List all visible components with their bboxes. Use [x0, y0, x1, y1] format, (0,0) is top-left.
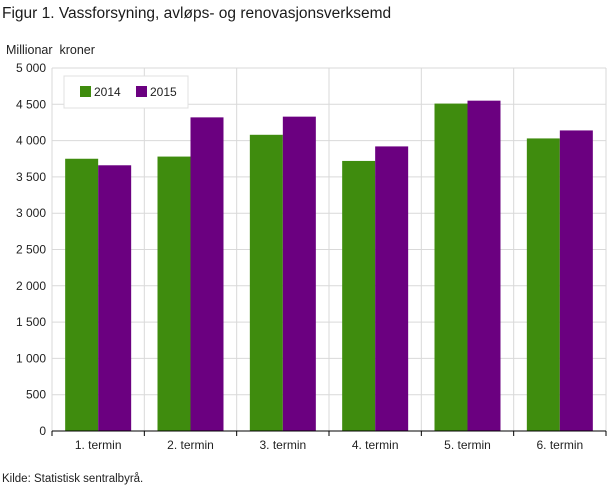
x-tick-label: 2. termin	[167, 438, 214, 452]
y-axis-unit-label: Millionar kroner	[6, 43, 95, 57]
axis-layer: 0 500 1 000 1 500 2 000 2 500 3 000 3 500 4 000 4…	[16, 61, 607, 452]
y-tick-label: 500	[26, 388, 46, 402]
legend: 2014 2015	[63, 75, 189, 109]
grid-layer	[51, 67, 607, 431]
x-tick-label: 3. termin	[259, 438, 306, 452]
bar-2015-2	[190, 117, 224, 432]
bar-2015-1	[98, 165, 132, 431]
source-note: Kilde: Statistisk sentralbyrå.	[2, 473, 144, 485]
figure-title: Figur 1. Vassforsyning, avløps- og renov…	[2, 5, 392, 22]
bar-2014-6	[526, 138, 560, 431]
bar-2015-5	[467, 100, 501, 432]
bar-2015-4	[375, 146, 409, 431]
x-tick-label: 4. termin	[352, 438, 399, 452]
legend-swatch-2014	[80, 86, 91, 97]
y-tick-label: 2 000	[16, 279, 46, 293]
y-tick-label: 4 500	[16, 97, 46, 111]
bar-2014-4	[342, 160, 376, 432]
y-tick-label: 5 000	[16, 61, 46, 75]
y-tick-label: 1 000	[16, 351, 46, 365]
y-tick-label: 3 500	[16, 170, 46, 184]
bars-layer	[65, 100, 593, 432]
x-tick-label: 5. termin	[444, 438, 491, 452]
bar-chart: 0 500 1 000 1 500 2 000 2 500 3 000 3 500 4 000 4…	[16, 61, 607, 452]
x-tick-label: 1. termin	[75, 438, 122, 452]
y-tick-label: 3 000	[16, 206, 46, 220]
bar-2014-2	[157, 156, 191, 431]
legend-swatch-2015	[136, 86, 147, 97]
bar-2014-3	[249, 134, 283, 432]
y-tick-label: 0	[39, 424, 46, 438]
y-tick-label: 1 500	[16, 315, 46, 329]
bar-2015-6	[559, 130, 593, 431]
y-tick-label: 2 500	[16, 243, 46, 257]
bar-2014-5	[434, 103, 468, 431]
y-tick-label: 4 000	[16, 134, 46, 148]
bar-2014-1	[65, 158, 99, 431]
legend-label-2014: 2014	[94, 85, 121, 99]
legend-label-2015: 2015	[150, 85, 177, 99]
bar-2015-3	[282, 116, 316, 431]
x-tick-label: 6. termin	[536, 438, 583, 452]
